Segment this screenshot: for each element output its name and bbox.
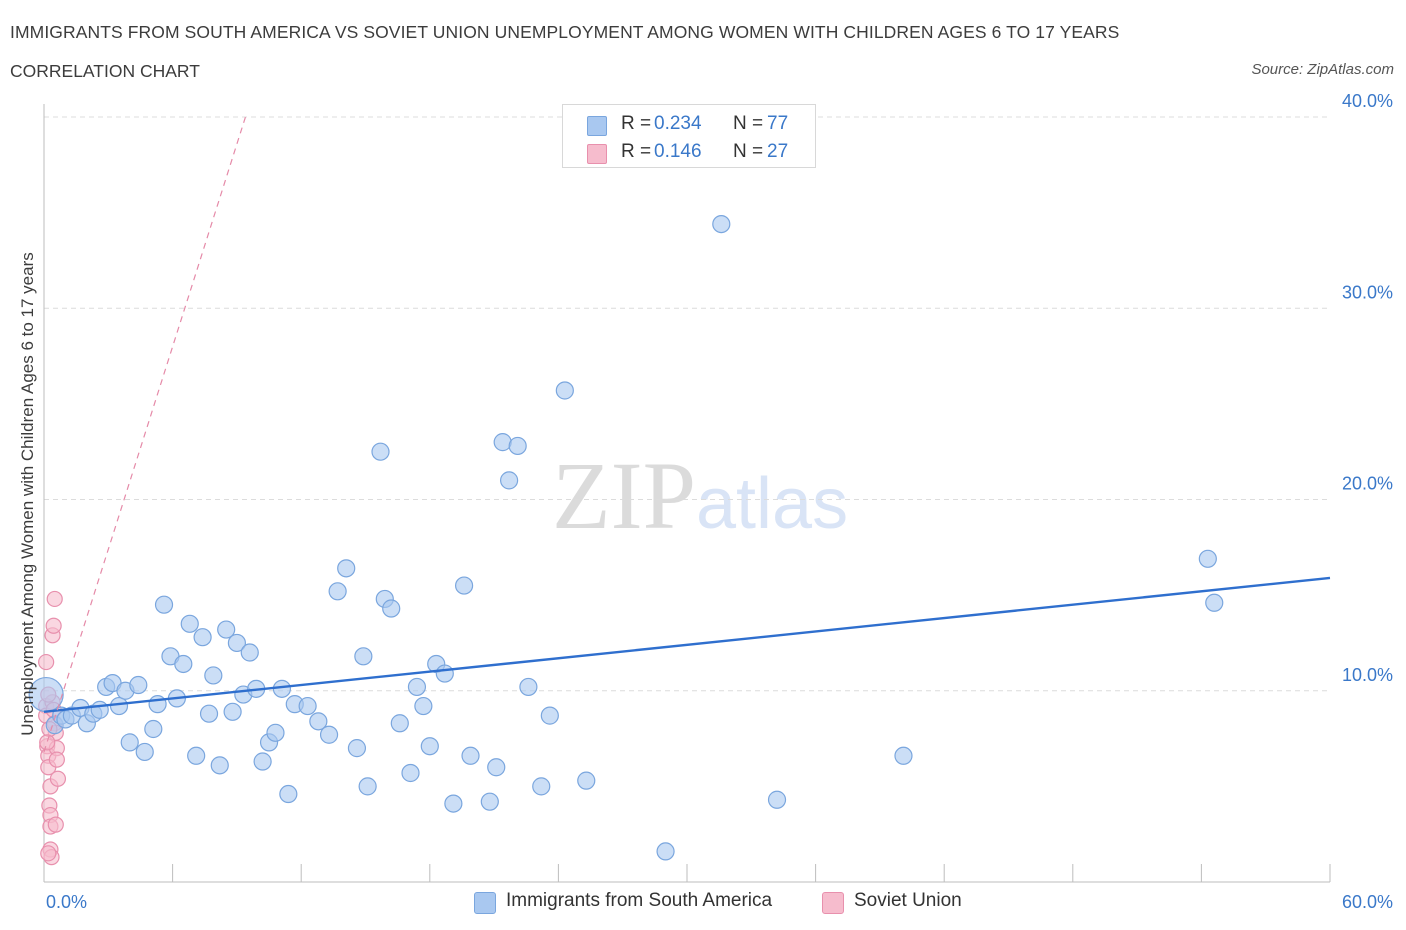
south-america-point — [480, 792, 499, 811]
south-america-point — [223, 702, 242, 721]
south-america-point — [309, 712, 328, 731]
south-america-point — [435, 664, 454, 683]
soviet-union-point — [40, 845, 57, 862]
legend-n-value: 27 — [767, 141, 789, 162]
south-america-point — [454, 576, 474, 595]
correlation-legend: R = 0.234 N = 77 R = 0.146 N = 27 — [562, 104, 816, 168]
south-america-point — [371, 442, 390, 461]
south-america-point — [767, 790, 787, 809]
legend-r-value: 0.146 — [654, 141, 702, 162]
legend-r-label: R = — [621, 113, 652, 134]
south-america-point — [555, 381, 574, 400]
south-america-point — [210, 756, 229, 775]
south-america-point — [279, 784, 298, 804]
bottom-legend-swatch-soviet-union — [822, 892, 844, 914]
legend-n-value: 77 — [767, 113, 789, 134]
y-tick-label: 20.0% — [1342, 474, 1393, 494]
south-america-point — [461, 746, 480, 765]
south-america-point — [390, 714, 409, 733]
y-axis-label: Unemployment Among Women with Children A… — [18, 252, 37, 736]
south-america-point — [487, 758, 506, 777]
source-label: Source: ZipAtlas.com — [1251, 61, 1394, 78]
south-america-point — [144, 719, 163, 739]
south-america-point — [420, 737, 439, 756]
soviet-union-point — [46, 590, 63, 608]
south-america-trend-line — [43, 576, 1331, 713]
south-america-point — [135, 742, 154, 762]
bottom-legend-label: Soviet Union — [854, 890, 962, 911]
south-america-point — [120, 733, 139, 752]
south-america-point — [347, 739, 367, 758]
x-tick-label-min: 0.0% — [46, 892, 87, 912]
south-america-point — [174, 654, 193, 674]
south-america-point — [540, 706, 559, 725]
south-america-point — [337, 559, 356, 578]
south-america-point — [199, 704, 219, 723]
south-america-point — [444, 794, 463, 813]
chart-subtitle: CORRELATION CHART — [10, 61, 200, 81]
south-america-point — [193, 628, 212, 647]
south-america-point — [407, 677, 427, 697]
legend-n-label: N = — [733, 141, 764, 162]
soviet-union-point — [47, 816, 64, 833]
south-america-point — [354, 647, 373, 666]
south-america-point — [712, 215, 731, 234]
soviet-union-point — [49, 770, 67, 787]
south-america-point — [266, 723, 285, 742]
soviet-union-point — [48, 751, 65, 768]
south-america-point — [414, 696, 433, 716]
south-america-point — [187, 746, 206, 765]
south-america-point — [154, 595, 174, 614]
soviet-union-trend-line — [43, 116, 247, 753]
bottom-legend-swatch-south-america — [474, 892, 496, 914]
south-america-point — [227, 633, 246, 653]
south-america-point — [204, 666, 223, 685]
y-tick-label: 40.0% — [1342, 91, 1393, 111]
south-america-point — [508, 436, 527, 456]
soviet-union-point — [38, 653, 55, 671]
legend-n-label: N = — [733, 113, 764, 134]
x-tick-label-max: 60.0% — [1342, 892, 1393, 912]
soviet-union-point — [39, 734, 56, 751]
south-america-point — [240, 643, 259, 662]
watermark-atlas: atlas — [696, 464, 849, 544]
south-america-point — [109, 696, 129, 716]
soviet-union-point — [45, 617, 62, 634]
watermark-zip: ZIP — [552, 442, 696, 549]
south-america-point — [328, 582, 347, 601]
south-america-point — [90, 700, 109, 719]
south-america-point — [129, 675, 148, 695]
south-america-point — [358, 777, 377, 796]
south-america-point — [577, 771, 596, 790]
south-america-point — [656, 842, 675, 861]
bottom-legend-label: Immigrants from South America — [506, 890, 773, 911]
south-america-point — [500, 471, 519, 490]
y-tick-label: 30.0% — [1342, 282, 1393, 302]
south-america-point — [1198, 549, 1217, 568]
south-america-point — [217, 620, 236, 639]
legend-swatch-south-america — [587, 116, 607, 136]
watermark: ZIPatlas — [552, 440, 848, 551]
chart-title: IMMIGRANTS FROM SOUTH AMERICA VS SOVIET … — [10, 22, 1120, 42]
south-america-point — [519, 677, 538, 697]
y-tick-label: 10.0% — [1342, 665, 1393, 685]
legend-swatch-soviet-union — [587, 144, 607, 164]
south-america-point — [298, 696, 317, 716]
south-america-point — [382, 599, 401, 618]
legend-r-value: 0.234 — [654, 113, 702, 134]
south-america-point — [493, 433, 512, 452]
south-america-point — [894, 746, 913, 765]
south-america-point — [1205, 593, 1224, 612]
south-america-point — [532, 777, 551, 796]
south-america-point — [401, 763, 420, 783]
legend-r-label: R = — [621, 141, 652, 162]
south-america-point — [319, 725, 339, 744]
south-america-point — [180, 614, 199, 633]
south-america-point — [253, 752, 272, 771]
